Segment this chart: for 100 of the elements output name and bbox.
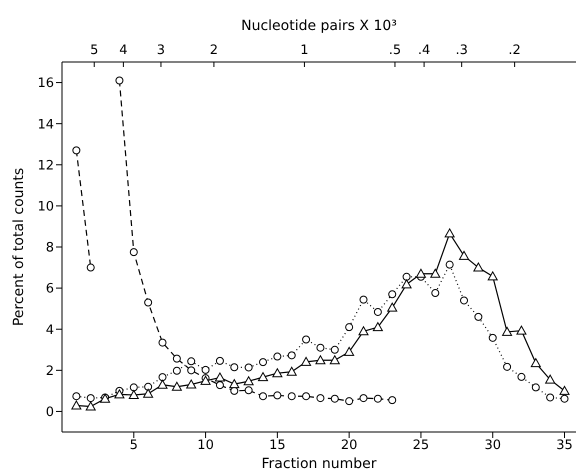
- point: [503, 362, 512, 371]
- y-tick-label: 6: [46, 282, 54, 297]
- y-axis-title: Percent of total counts: [10, 168, 27, 326]
- point: [345, 323, 354, 332]
- point: [72, 146, 80, 154]
- point: [72, 392, 80, 400]
- point: [86, 264, 95, 272]
- point: [460, 296, 468, 304]
- point: [202, 366, 210, 374]
- point: [259, 392, 268, 400]
- point: [272, 368, 282, 378]
- point: [229, 379, 240, 388]
- y-tick-label: 16: [37, 76, 54, 92]
- y-tick-label: 10: [37, 200, 54, 215]
- point: [372, 322, 383, 332]
- point: [286, 366, 297, 376]
- x2-tick-label: 5: [90, 43, 98, 58]
- point: [459, 250, 470, 260]
- point: [214, 372, 225, 382]
- point: [114, 389, 124, 398]
- x2-tick-label: 1: [300, 43, 309, 58]
- point: [560, 386, 570, 395]
- x2-tick-label: .4: [418, 43, 430, 58]
- y-tick-label: 4: [46, 322, 54, 338]
- point: [330, 394, 339, 403]
- point: [388, 290, 396, 298]
- point: [172, 354, 181, 363]
- point: [474, 312, 482, 321]
- point: [172, 382, 182, 391]
- x-tick-label: 35: [556, 438, 573, 454]
- x-tick-label: 10: [197, 438, 214, 454]
- x-tick-label: 20: [340, 438, 358, 454]
- point: [516, 326, 526, 335]
- point: [259, 358, 268, 366]
- x2-tick-label: 3: [156, 43, 166, 58]
- x2-tick-label: 2: [210, 43, 218, 58]
- point: [187, 357, 196, 366]
- point: [302, 336, 310, 344]
- point: [402, 272, 411, 281]
- x2-tick-label: .3: [455, 43, 468, 58]
- point: [301, 356, 312, 366]
- point: [387, 302, 398, 312]
- point: [344, 346, 354, 356]
- point: [330, 346, 339, 354]
- point: [158, 338, 167, 347]
- y-tick-label: 8: [46, 240, 54, 256]
- point: [258, 372, 268, 382]
- point: [244, 386, 253, 394]
- y-tick-label: 12: [37, 158, 54, 174]
- point: [172, 366, 181, 375]
- point: [158, 380, 168, 389]
- point: [200, 376, 211, 385]
- y-tick-label: 2: [46, 364, 54, 379]
- point: [128, 390, 139, 399]
- point: [216, 356, 224, 365]
- point: [416, 268, 426, 278]
- point: [402, 279, 412, 288]
- point: [517, 372, 526, 381]
- point: [431, 289, 440, 298]
- point: [473, 262, 484, 272]
- x2-axis-title: Nucleotide pairs X 10³: [241, 18, 397, 34]
- point: [546, 393, 554, 402]
- point: [360, 296, 368, 304]
- x2-tick-label: 4: [119, 43, 128, 58]
- point: [502, 326, 512, 336]
- point: [187, 366, 196, 374]
- point: [144, 382, 152, 391]
- point: [302, 392, 310, 400]
- point: [446, 260, 454, 269]
- x-tick-label: 15: [269, 438, 286, 454]
- x2-tick-label: .5: [388, 43, 402, 58]
- point: [358, 326, 369, 336]
- point: [288, 351, 296, 360]
- point: [244, 363, 253, 372]
- x-axis-title: Fraction number: [262, 456, 377, 472]
- point: [532, 383, 540, 392]
- point: [115, 76, 124, 84]
- point: [186, 380, 196, 389]
- point: [288, 392, 296, 400]
- point: [216, 381, 224, 390]
- point: [273, 391, 282, 400]
- point: [158, 373, 167, 382]
- y-tick-label: 0: [46, 405, 54, 420]
- point: [144, 298, 152, 306]
- point: [244, 376, 254, 386]
- point: [488, 271, 498, 280]
- point: [345, 397, 354, 406]
- point: [374, 394, 382, 403]
- y-tick-label: 14: [37, 117, 54, 132]
- point: [530, 358, 541, 368]
- point: [488, 334, 497, 342]
- point: [388, 396, 396, 404]
- point: [86, 402, 96, 411]
- x-tick-label: 25: [412, 438, 430, 454]
- point: [316, 344, 324, 352]
- point: [130, 383, 138, 392]
- point: [545, 374, 556, 384]
- point: [71, 400, 82, 410]
- point: [315, 355, 326, 364]
- point: [86, 394, 95, 402]
